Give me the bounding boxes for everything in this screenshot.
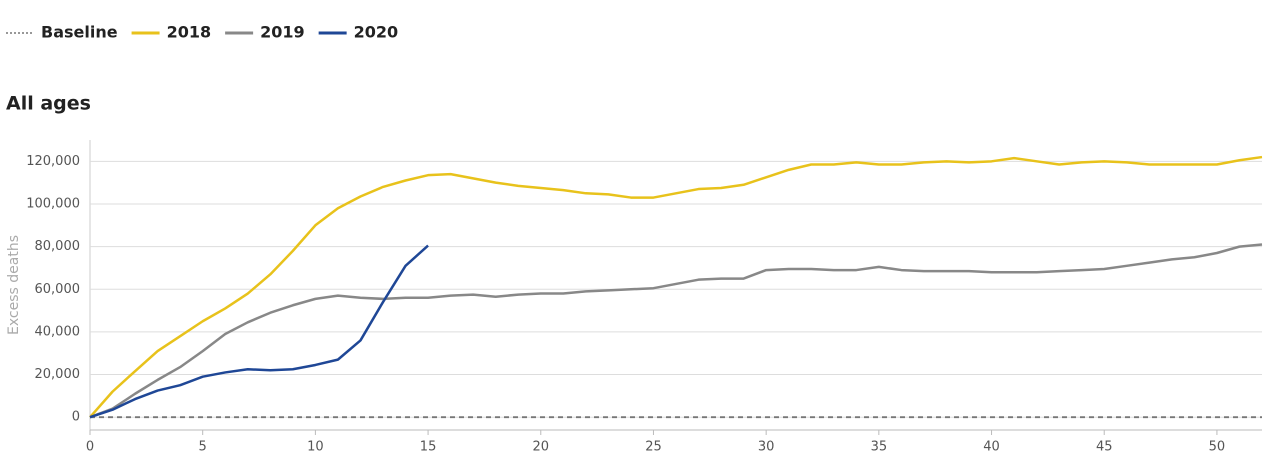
y-axis-label: Excess deaths (6, 235, 22, 335)
legend-label: 2020 (354, 23, 399, 42)
x-tick-label: 5 (199, 440, 207, 455)
y-tick-label: 60,000 (35, 282, 81, 297)
x-tick-label: 40 (983, 440, 1000, 455)
y-tick-label: 40,000 (35, 324, 81, 339)
x-tick-label: 0 (86, 440, 94, 455)
x-tick-label: 20 (532, 440, 549, 455)
chart-title: All ages (6, 93, 91, 115)
x-tick-label: 50 (1209, 440, 1226, 455)
series-line (89, 244, 429, 419)
legend-label: Baseline (41, 23, 118, 42)
x-tick-label: 10 (307, 440, 324, 455)
legend-label: 2018 (167, 23, 212, 42)
x-tick-label: 25 (645, 440, 662, 455)
series-line (89, 155, 1263, 419)
series-line (89, 243, 1263, 419)
x-tick-label: 15 (420, 440, 437, 455)
x-tick-label: 35 (871, 440, 888, 455)
y-tick-label: 100,000 (26, 196, 80, 211)
x-tick-label: 45 (1096, 440, 1113, 455)
x-tick-label: 30 (758, 440, 775, 455)
y-tick-label: 20,000 (35, 367, 81, 382)
y-tick-label: 0 (72, 410, 80, 425)
y-tick-label: 80,000 (35, 239, 81, 254)
y-tick-label: 120,000 (26, 154, 80, 169)
legend-label: 2019 (260, 23, 305, 42)
